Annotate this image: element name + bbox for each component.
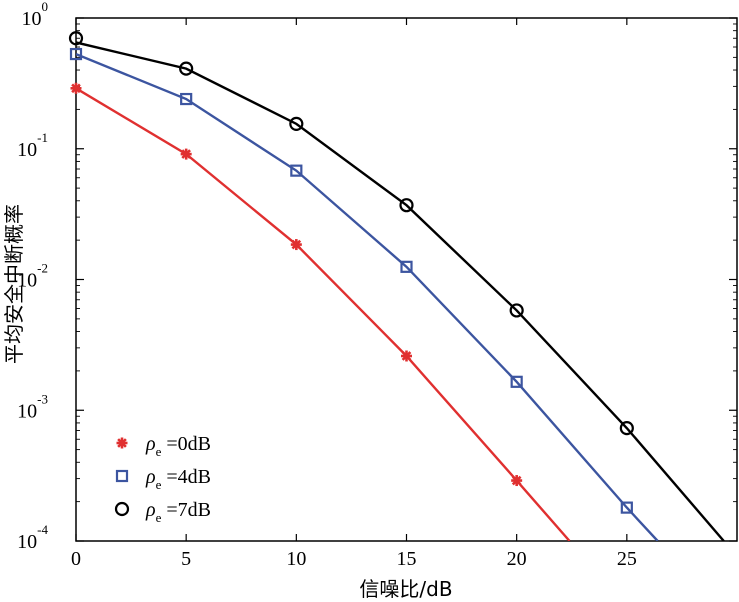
legend: ρe =0dB ρe =4dB ρe =7dB (114, 433, 211, 525)
x-tick-label: 0 (71, 548, 81, 570)
series-line-0 (76, 87, 571, 541)
data-point-marker (180, 92, 193, 106)
data-point-marker (179, 61, 194, 76)
x-tick-label: 20 (507, 548, 527, 570)
data-point-marker (290, 239, 302, 251)
legend-label: ρe =4dB (145, 466, 211, 492)
axis-tick-labels: 0 5 10 15 20 25 10-4 10-3 10-2 10-1 100 (17, 0, 637, 570)
series-markers (68, 31, 634, 514)
data-point-marker (620, 501, 633, 514)
y-tick-label: 100 (22, 0, 49, 30)
data-point-marker (399, 198, 414, 213)
y-tick-label: 10-4 (17, 522, 48, 553)
x-tick-label: 25 (617, 548, 637, 570)
data-point-marker (289, 116, 304, 131)
data-point-marker (400, 260, 413, 273)
x-tick-label: 15 (397, 548, 417, 570)
axis-ticks (75, 17, 737, 542)
legend-label: ρe =7dB (145, 499, 211, 525)
x-tick-label: 10 (286, 548, 306, 570)
plot-frame (75, 17, 738, 542)
y-tick-label: 10-2 (17, 261, 48, 292)
series-line-1 (76, 52, 659, 541)
y-tick-label: 10-1 (17, 130, 48, 161)
data-point-marker (619, 421, 634, 436)
legend-marker (116, 437, 128, 449)
x-tick-label: 5 (181, 548, 191, 570)
legend-marker (115, 469, 129, 483)
data-point-marker (68, 31, 84, 46)
legend-marker (114, 501, 130, 517)
data-point-marker (69, 47, 83, 61)
data-point-marker (510, 375, 523, 388)
legend-label: ρe =0dB (145, 433, 211, 459)
series-line-2 (76, 41, 725, 541)
data-point-marker (401, 350, 412, 362)
data-point-marker (509, 303, 524, 318)
series-lines (76, 41, 725, 541)
x-axis-title: 信噪比/dB (359, 577, 452, 601)
data-point-marker (290, 164, 303, 177)
y-tick-label: 10-3 (17, 391, 48, 422)
data-point-marker (511, 475, 523, 487)
data-point-marker (180, 148, 192, 160)
data-point-marker (70, 82, 82, 94)
y-axis-title: 平均安全中断概率 (2, 204, 26, 364)
